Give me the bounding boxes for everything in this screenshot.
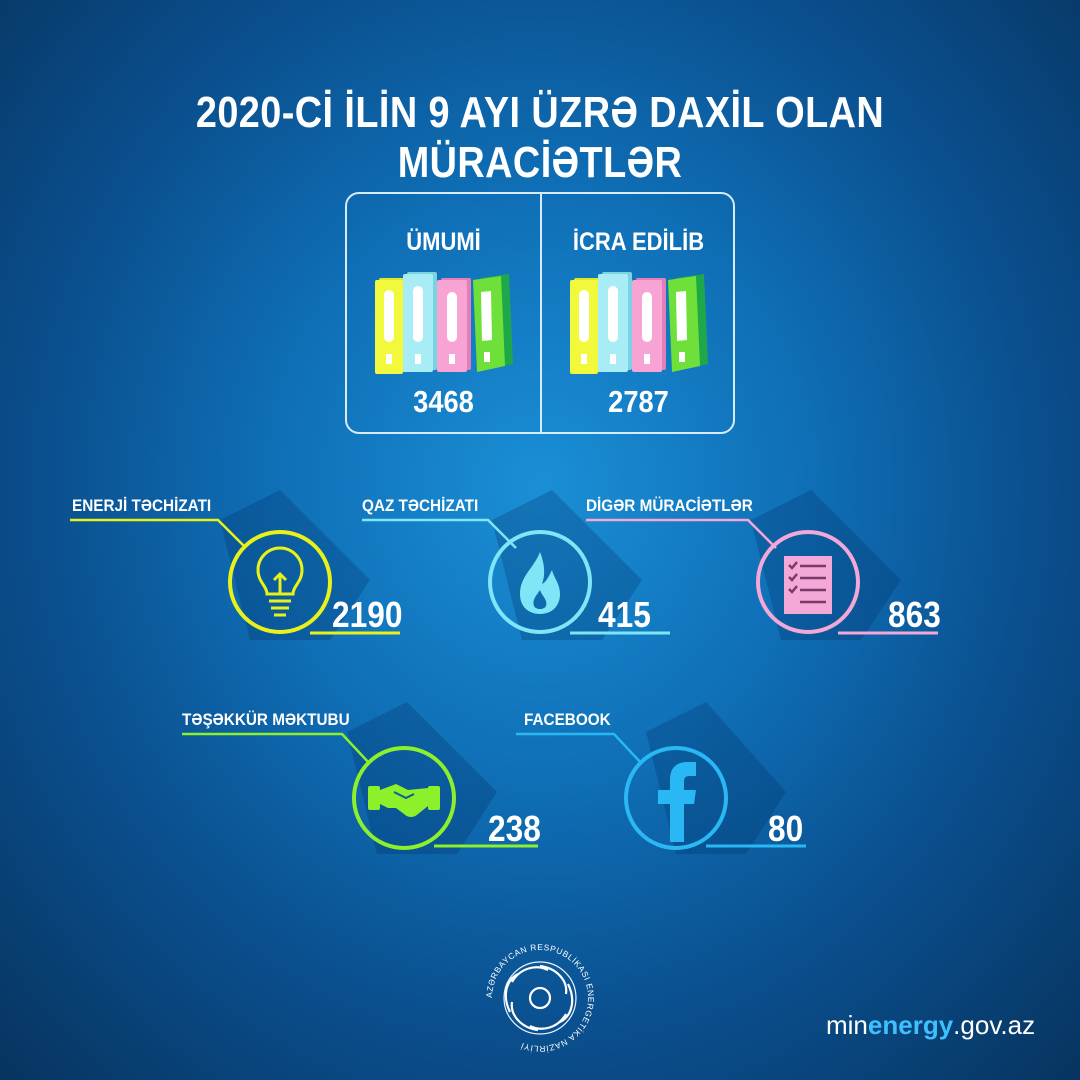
website-link[interactable]: minenergy.gov.az [826, 1010, 1035, 1041]
stat-thanks-graphic [182, 702, 538, 854]
stat-energy: ENERJİ TƏCHİZATI 2190 [70, 490, 410, 640]
stat-other: DİGƏR MÜRACİƏTLƏR 863 [586, 490, 946, 640]
logo-text: AZƏRBAYCAN RESPUBLİKASI ENERGETİKA NAZİR… [484, 942, 596, 1054]
handshake-icon [368, 784, 440, 817]
stat-thanks: TƏŞƏKKÜR MƏKTUBU 238 [182, 702, 542, 854]
stat-gas-graphic [362, 490, 670, 640]
website-suffix: .gov.az [953, 1010, 1036, 1040]
page-title: 2020-Cİ İLİN 9 AYI ÜZRƏ DAXİL OLAN MÜRAC… [195, 88, 885, 187]
stat-other-graphic [586, 490, 938, 640]
stat-facebook-value: 80 [768, 808, 804, 849]
summary-done: İCRA EDİLİB 2787 [542, 194, 735, 432]
stat-gas: QAZ TƏCHİZATI 415 [362, 490, 682, 640]
svg-text:AZƏRBAYCAN RESPUBLİKASI ENERGE: AZƏRBAYCAN RESPUBLİKASI ENERGETİKA NAZİR… [484, 942, 596, 1054]
stat-other-value: 863 [888, 594, 941, 635]
summary-total: ÜMUMİ 3468 [347, 194, 540, 432]
summary-done-value: 2787 [608, 384, 669, 419]
binders-icon [570, 272, 708, 374]
stat-thanks-value: 238 [488, 808, 541, 849]
stat-facebook-label: FACEBOOK [524, 710, 611, 729]
summary-done-label: İCRA EDİLİB [572, 228, 705, 256]
stat-energy-graphic [70, 490, 400, 640]
stat-energy-value: 2190 [332, 594, 403, 635]
lightbulb-icon [256, 546, 304, 617]
stat-gas-label: QAZ TƏCHİZATI [362, 496, 479, 515]
stat-facebook-graphic [516, 702, 806, 854]
summary-box: ÜMUMİ 3468 İCRA EDİLİB [345, 192, 735, 434]
website-prefix: min [826, 1010, 868, 1040]
summary-divider [540, 194, 542, 432]
ministry-logo: AZƏRBAYCAN RESPUBLİKASI ENERGETİKA NAZİR… [484, 942, 596, 1054]
binders-icon [375, 272, 513, 374]
checklist-icon [784, 556, 832, 614]
stat-other-label: DİGƏR MÜRACİƏTLƏR [586, 496, 753, 515]
stat-thanks-label: TƏŞƏKKÜR MƏKTUBU [182, 710, 350, 729]
website-brand: energy [867, 1010, 954, 1040]
stat-facebook: FACEBOOK 80 [516, 702, 816, 854]
stat-energy-label: ENERJİ TƏCHİZATI [72, 496, 212, 515]
summary-total-value: 3468 [413, 384, 474, 419]
stat-gas-value: 415 [598, 594, 651, 635]
flame-icon [520, 552, 560, 614]
facebook-icon [658, 762, 696, 842]
summary-total-label: ÜMUMİ [406, 228, 481, 256]
